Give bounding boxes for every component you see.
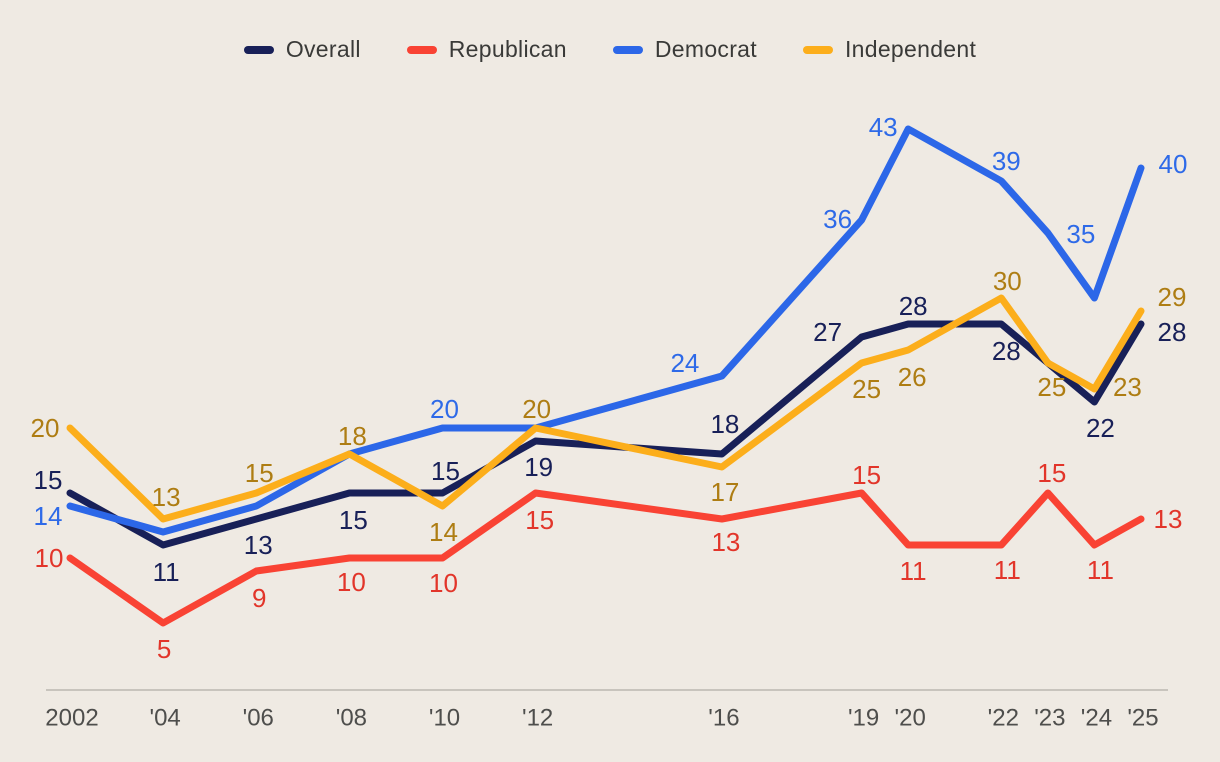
- data-label-republican-2024: 11: [1087, 555, 1114, 585]
- data-label-overall-2022: 28: [992, 336, 1021, 366]
- legend-swatch-independent: [802, 45, 833, 54]
- data-label-republican-2025: 13: [1154, 504, 1183, 534]
- legend-item-independent: Independent: [802, 36, 977, 63]
- data-label-republican-2023: 15: [1037, 458, 1066, 488]
- data-label-democrat-2022: 39: [992, 146, 1021, 176]
- data-label-republican-2008: 10: [337, 567, 366, 597]
- x-axis-tick-label: '24: [1081, 705, 1112, 732]
- data-label-overall-2002: 15: [34, 465, 63, 495]
- x-axis-tick-label: '08: [336, 705, 367, 732]
- data-label-overall-2024: 22: [1086, 413, 1115, 443]
- data-label-overall-2020: 28: [899, 291, 928, 321]
- x-axis-tick-label: '25: [1127, 705, 1158, 732]
- legend-item-republican: Republican: [406, 36, 567, 63]
- data-label-republican-2002: 10: [35, 543, 64, 573]
- data-label-democrat-2025: 40: [1159, 149, 1188, 179]
- data-label-independent-2019: 25: [852, 374, 881, 404]
- x-axis-tick-label: '22: [988, 705, 1019, 732]
- data-label-democrat-2016: 24: [670, 348, 699, 378]
- legend-label-overall: Overall: [285, 36, 361, 62]
- x-axis-tick-label: 2002: [45, 705, 98, 732]
- data-label-overall-2006: 13: [244, 530, 273, 560]
- data-label-democrat-2020: 43: [869, 112, 898, 142]
- x-axis-tick-label: '19: [848, 705, 879, 732]
- legend-swatch-republican: [406, 45, 437, 54]
- data-label-independent-2025: 29: [1158, 282, 1187, 312]
- data-label-independent-2008: 18: [338, 421, 367, 451]
- data-label-independent-2024: 23: [1113, 372, 1142, 402]
- legend-label-independent: Independent: [844, 36, 977, 62]
- data-label-independent-2022: 30: [993, 266, 1022, 296]
- data-label-democrat-2002: 14: [34, 501, 63, 531]
- data-label-independent-2016: 17: [710, 477, 739, 507]
- data-label-republican-2010: 10: [429, 568, 458, 598]
- legend-item-overall: Overall: [243, 36, 361, 63]
- x-axis-tick-label: '23: [1034, 705, 1065, 732]
- legend-label-democrat: Democrat: [654, 36, 757, 62]
- series-line-independent: [66, 294, 1145, 523]
- data-label-overall-2016: 18: [710, 409, 739, 439]
- data-label-independent-2023: 25: [1037, 372, 1066, 402]
- data-label-overall-2019: 27: [813, 317, 842, 347]
- x-axis-tick-label: '12: [522, 705, 553, 732]
- data-label-overall-2004: 11: [153, 557, 180, 587]
- data-label-republican-2020: 11: [900, 556, 927, 586]
- legend-swatch-overall: [243, 45, 274, 54]
- x-axis-tick-label: '16: [708, 705, 739, 732]
- data-label-republican-2016: 13: [711, 527, 740, 557]
- legend-swatch-democrat: [612, 45, 643, 54]
- data-label-independent-2012: 20: [522, 394, 551, 424]
- x-axis-tick-label: '20: [895, 705, 926, 732]
- series-line-democrat: [66, 125, 1145, 536]
- data-label-overall-2008: 15: [339, 505, 368, 535]
- chart-legend: Overall Republican Democrat Independent: [0, 36, 1220, 63]
- data-label-overall-2025: 28: [1158, 317, 1187, 347]
- data-label-republican-2012: 15: [525, 505, 554, 535]
- x-axis-tick-label: '06: [243, 705, 274, 732]
- data-label-overall-2012: 19: [524, 452, 553, 482]
- legend-item-democrat: Democrat: [612, 36, 757, 63]
- data-label-independent-2010: 14: [429, 517, 458, 547]
- x-axis-tick-label: '04: [149, 705, 180, 732]
- series-line-republican: [66, 489, 1145, 627]
- data-label-democrat-2023: 35: [1066, 219, 1095, 249]
- data-label-overall-2010: 15: [431, 456, 460, 486]
- data-label-independent-2002: 20: [31, 413, 60, 443]
- legend-label-republican: Republican: [448, 36, 567, 62]
- data-label-democrat-2010: 20: [430, 394, 459, 424]
- data-label-independent-2004: 13: [152, 482, 181, 512]
- data-label-independent-2006: 15: [245, 458, 274, 488]
- x-axis-tick-label: '10: [429, 705, 460, 732]
- data-label-democrat-2019: 36: [823, 204, 852, 234]
- data-label-republican-2006: 9: [252, 583, 266, 613]
- data-label-independent-2020: 26: [898, 362, 927, 392]
- data-label-republican-2022: 11: [994, 555, 1021, 585]
- data-label-republican-2019: 15: [852, 460, 881, 490]
- data-label-republican-2004: 5: [157, 634, 171, 664]
